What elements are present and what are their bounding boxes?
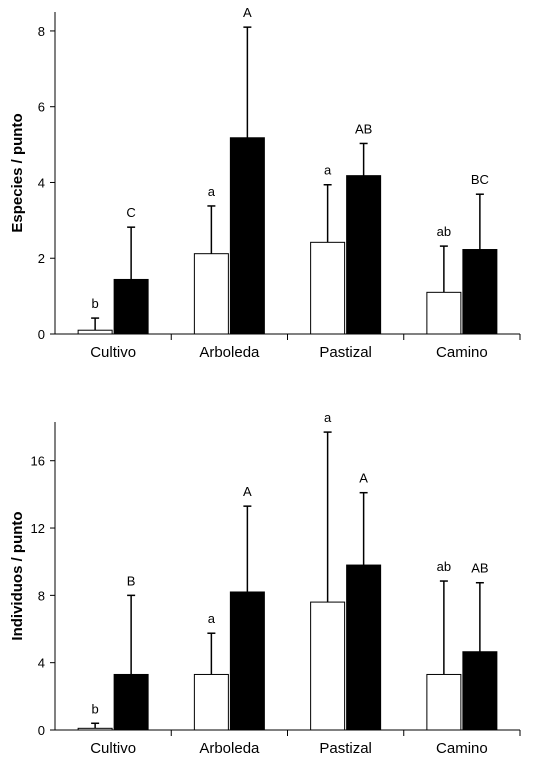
y-tick-label: 8	[38, 24, 45, 39]
x-tick-label: Arboleda	[199, 344, 260, 361]
bar	[310, 241, 346, 335]
significance-label: a	[324, 410, 332, 425]
x-tick-label: Arboleda	[199, 740, 260, 757]
significance-label: AB	[471, 561, 488, 576]
significance-label: a	[208, 184, 216, 199]
x-tick-label: Pastizal	[319, 740, 372, 757]
significance-label: C	[126, 205, 135, 220]
y-axis-label: Especies / punto	[9, 113, 26, 232]
significance-label: a	[324, 163, 332, 178]
y-tick-label: 8	[38, 588, 45, 603]
bar	[193, 673, 229, 731]
significance-label: b	[92, 701, 99, 716]
bar	[426, 673, 462, 731]
significance-label: ab	[437, 559, 451, 574]
y-tick-label: 4	[38, 656, 45, 671]
bar	[229, 137, 265, 335]
significance-label: A	[359, 471, 368, 486]
significance-label: A	[243, 484, 252, 499]
significance-label: A	[243, 5, 252, 20]
bar	[77, 329, 113, 335]
x-tick-label: Cultivo	[90, 740, 136, 757]
y-tick-label: 12	[31, 521, 45, 536]
significance-label: B	[127, 573, 136, 588]
y-tick-label: 6	[38, 100, 45, 115]
significance-label: a	[208, 611, 216, 626]
x-tick-label: Camino	[436, 740, 488, 757]
x-tick-label: Camino	[436, 344, 488, 361]
bar	[462, 249, 498, 335]
bar	[77, 727, 113, 731]
y-tick-label: 2	[38, 251, 45, 266]
significance-label: b	[92, 296, 99, 311]
bar	[310, 601, 346, 731]
y-tick-label: 4	[38, 175, 45, 190]
y-axis-label: Individuos / punto	[9, 511, 26, 640]
individuals-chart: 0 4 8 12 16 Individuos / punto Cultivo b B Arbole…	[9, 410, 521, 757]
y-tick-label: 0	[38, 327, 45, 342]
y-tick-label: 16	[31, 454, 45, 469]
species-chart: 0 2 4 6 8 Especies / punto Cultivo b C Arboleda a A…	[9, 5, 521, 361]
bar	[113, 673, 149, 731]
x-tick-label: Cultivo	[90, 344, 136, 361]
bar	[462, 651, 498, 731]
bar	[193, 253, 229, 335]
significance-label: BC	[471, 172, 489, 187]
bar	[229, 591, 265, 731]
y-tick-label: 0	[38, 723, 45, 738]
significance-label: AB	[355, 121, 372, 136]
bar	[346, 564, 382, 731]
bar	[113, 278, 149, 335]
significance-label: ab	[437, 224, 451, 239]
bar	[426, 291, 462, 335]
bar	[346, 175, 382, 335]
x-tick-label: Pastizal	[319, 344, 372, 361]
